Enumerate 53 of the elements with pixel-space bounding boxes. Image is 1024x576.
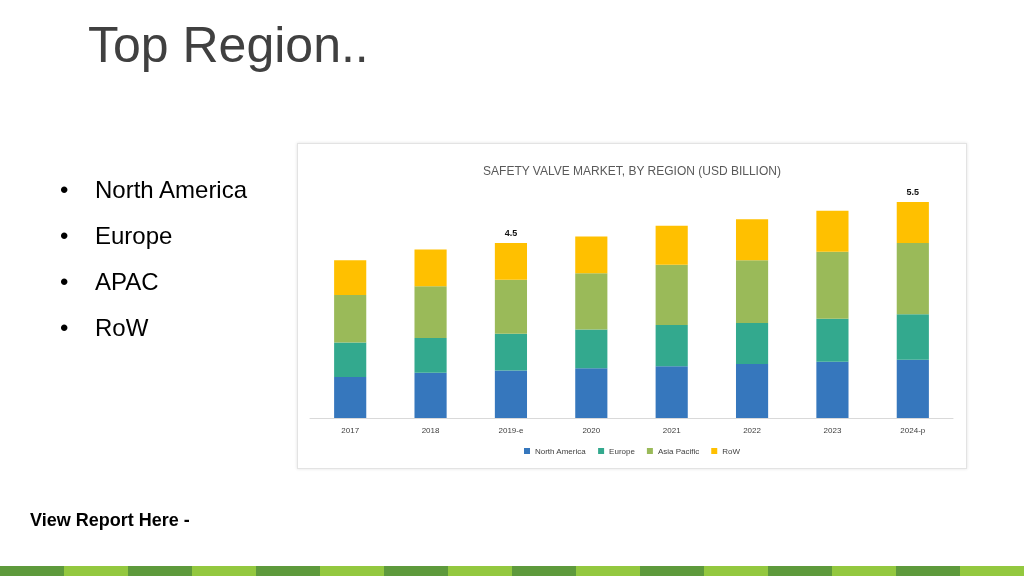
- bar: [655, 366, 688, 418]
- bar: [575, 329, 608, 369]
- x-tick-label: 2023: [823, 425, 842, 435]
- x-tick-label: 2024-p: [900, 425, 926, 435]
- annotation: 5.5: [906, 187, 920, 197]
- x-tick-label: 2020: [582, 425, 601, 435]
- chart-title: Top Region..: [88, 16, 369, 74]
- bar: [816, 251, 849, 319]
- bar: [494, 370, 528, 418]
- bar: [816, 361, 849, 418]
- text: • Europe: [60, 221, 174, 251]
- bar: [575, 273, 608, 330]
- text: • APAC: [60, 267, 160, 297]
- legend-label: Europe: [609, 446, 636, 456]
- legend-label: Asia Pacific: [657, 446, 700, 456]
- annotation: 4.5: [504, 228, 518, 239]
- x-tick-label: 2022: [743, 425, 762, 435]
- bar: [655, 325, 688, 367]
- x-tick-label: 2019-e: [498, 425, 524, 435]
- bar: [575, 236, 608, 274]
- text: • North America: [60, 175, 248, 205]
- x-tick-label: 2021: [662, 425, 682, 435]
- bar: [896, 314, 929, 360]
- bar: [414, 338, 447, 373]
- bar: [334, 260, 367, 295]
- bar: [575, 368, 608, 418]
- bar: [816, 318, 849, 362]
- legend-label: North America: [534, 446, 587, 456]
- bar: [414, 372, 447, 418]
- text: View Report Here -: [30, 510, 190, 531]
- bar: [494, 279, 528, 334]
- bar: [494, 333, 528, 371]
- bar: [655, 264, 688, 326]
- text: • RoW: [60, 313, 150, 343]
- bar: [735, 322, 769, 364]
- bar: [735, 260, 769, 323]
- bar: [896, 359, 929, 418]
- bar: [816, 210, 849, 252]
- x-tick-label: 2017: [341, 425, 360, 435]
- bar: [896, 243, 929, 315]
- bar: [494, 243, 528, 280]
- bar: [655, 225, 688, 265]
- bar: [896, 202, 929, 244]
- chart-subtitle: SAFETY VALVE MARKET, BY REGION (USD BILLION): [483, 164, 781, 178]
- bar: [414, 249, 447, 287]
- legend-label: RoW: [722, 446, 741, 456]
- bar: [414, 286, 447, 339]
- bar: [334, 294, 367, 343]
- bar: [334, 376, 367, 418]
- bar: [735, 364, 769, 418]
- bar: [334, 342, 367, 377]
- bar: [735, 219, 769, 261]
- x-tick-label: 2018: [421, 425, 441, 435]
